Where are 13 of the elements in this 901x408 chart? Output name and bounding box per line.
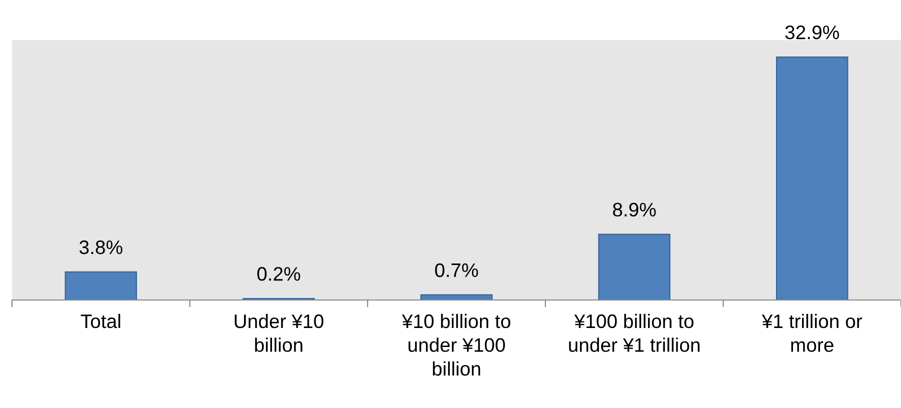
x-tick-label: Total <box>80 314 120 328</box>
x-tick-label: ¥1 trillion or more <box>762 314 862 352</box>
bar <box>598 234 670 300</box>
data-label: 0.7% <box>435 263 478 278</box>
data-label: 8.9% <box>612 202 656 217</box>
x-tick-label: ¥10 billion to under ¥100 billion <box>402 314 510 376</box>
x-tick-label: Under ¥10 billion <box>234 314 324 352</box>
bar <box>64 271 138 300</box>
data-label: 0.2% <box>257 267 300 281</box>
data-label: 3.8% <box>79 240 122 254</box>
bar <box>776 56 848 300</box>
x-tick-label: ¥100 billion to under ¥1 trillion <box>569 314 700 352</box>
data-label: 32.9% <box>785 26 839 40</box>
